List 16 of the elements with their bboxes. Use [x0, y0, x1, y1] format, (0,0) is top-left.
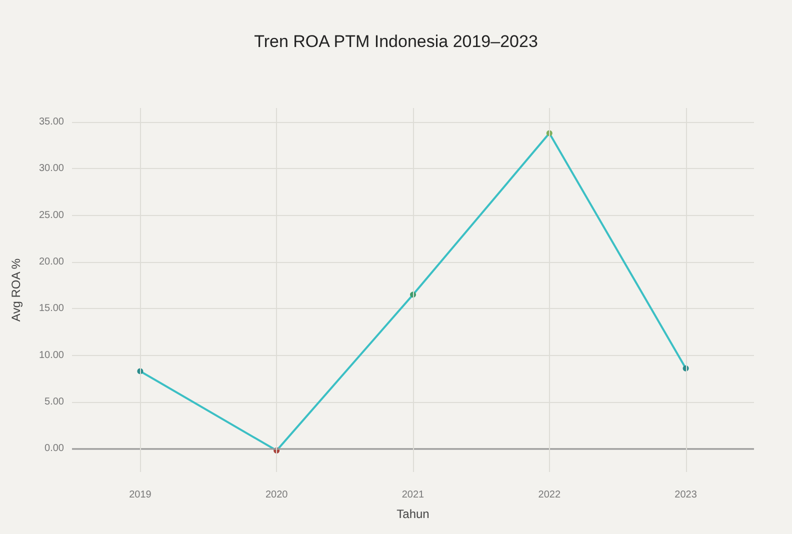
y-axis-title: Avg ROA % — [9, 258, 23, 322]
x-tick-label: 2021 — [402, 490, 425, 500]
y-tick-label: 35.00 — [38, 116, 64, 128]
x-tick-label: 2019 — [129, 490, 152, 500]
y-tick-label: 10.00 — [38, 350, 64, 361]
x-tick-label: 2023 — [674, 490, 698, 500]
y-tick-label: 5.00 — [44, 396, 64, 408]
x-tick-label: 2022 — [538, 490, 561, 500]
x-tick-label: 2020 — [265, 490, 288, 500]
y-tick-label: 25.00 — [38, 210, 64, 221]
y-tick-label: 20.00 — [38, 256, 64, 268]
x-axis-title: Tahun — [396, 507, 430, 521]
y-tick-label: 30.00 — [38, 163, 64, 174]
chart-title: Tren ROA PTM Indonesia 2019–2023 — [254, 32, 538, 51]
y-tick-label: 15.00 — [38, 303, 64, 314]
y-tick-label: 0.00 — [44, 443, 64, 454]
